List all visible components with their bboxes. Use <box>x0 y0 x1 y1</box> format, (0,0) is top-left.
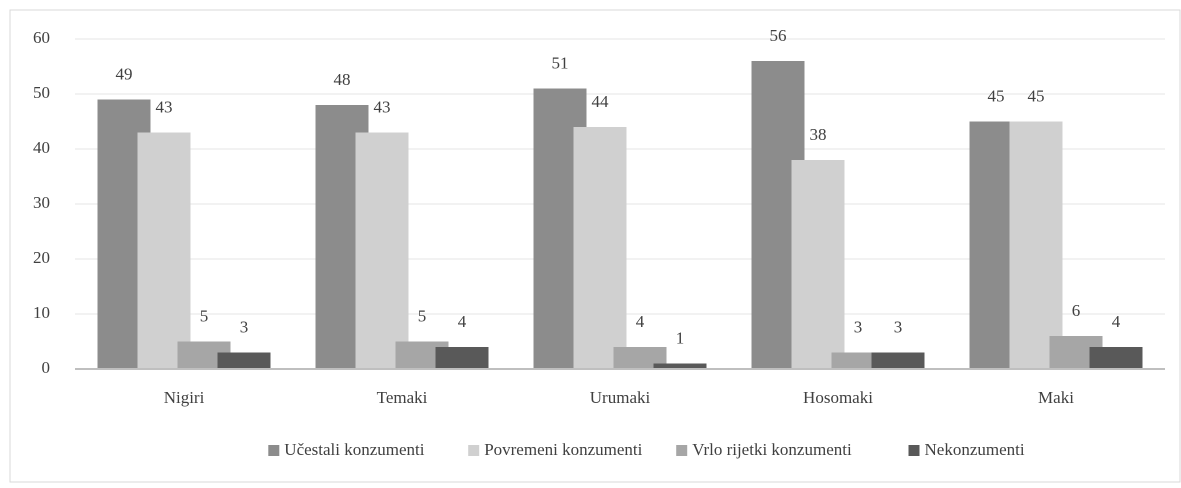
data-label: 3 <box>894 317 903 336</box>
data-label: 4 <box>1112 312 1121 331</box>
y-tick-label: 40 <box>33 138 50 157</box>
bar <box>791 160 845 369</box>
data-label: 4 <box>458 312 467 331</box>
data-label: 1 <box>676 328 685 347</box>
legend-swatch <box>676 445 688 456</box>
data-label: 4 <box>636 312 645 331</box>
data-label: 3 <box>854 317 863 336</box>
data-label: 38 <box>810 125 827 144</box>
data-label: 5 <box>418 306 427 325</box>
data-label: 5 <box>200 306 209 325</box>
y-tick-label: 20 <box>33 248 50 267</box>
y-tick-label: 50 <box>33 83 50 102</box>
bar <box>871 352 925 369</box>
x-tick-label: Temaki <box>377 388 428 407</box>
legend-label: Povremeni konzumenti <box>484 440 642 459</box>
bar <box>831 352 885 369</box>
bar <box>355 132 409 369</box>
x-tick-label: Nigiri <box>164 388 205 407</box>
legend-label: Nekonzumenti <box>925 440 1025 459</box>
y-tick-label: 0 <box>42 358 51 377</box>
legend-label: Učestali konzumenti <box>284 440 424 459</box>
bar <box>137 132 191 369</box>
data-label: 45 <box>988 86 1005 105</box>
bar <box>613 347 667 369</box>
data-label: 48 <box>334 70 351 89</box>
legend-swatch <box>908 445 920 456</box>
data-label: 45 <box>1028 86 1045 105</box>
y-tick-label: 30 <box>33 193 50 212</box>
x-tick-label: Maki <box>1038 388 1074 407</box>
bar <box>1009 121 1063 369</box>
legend-label: Vrlo rijetki konzumenti <box>692 440 852 459</box>
data-label: 43 <box>374 97 391 116</box>
data-label: 56 <box>770 26 787 45</box>
data-label: 43 <box>156 97 173 116</box>
data-label: 44 <box>592 92 610 111</box>
x-tick-label: Hosomaki <box>803 388 873 407</box>
y-tick-label: 60 <box>33 28 50 47</box>
data-label: 51 <box>552 53 569 72</box>
data-label: 6 <box>1072 301 1081 320</box>
data-label: 3 <box>240 317 249 336</box>
bar <box>217 352 271 369</box>
bar <box>573 127 627 369</box>
y-tick-label: 10 <box>33 303 50 322</box>
legend-swatch <box>468 445 480 456</box>
bar <box>1089 347 1143 369</box>
bar <box>435 347 489 369</box>
bar <box>653 363 707 369</box>
chart-border <box>9 9 1181 483</box>
x-tick-label: Urumaki <box>590 388 651 407</box>
data-label: 49 <box>116 64 133 83</box>
legend-swatch <box>268 445 280 456</box>
